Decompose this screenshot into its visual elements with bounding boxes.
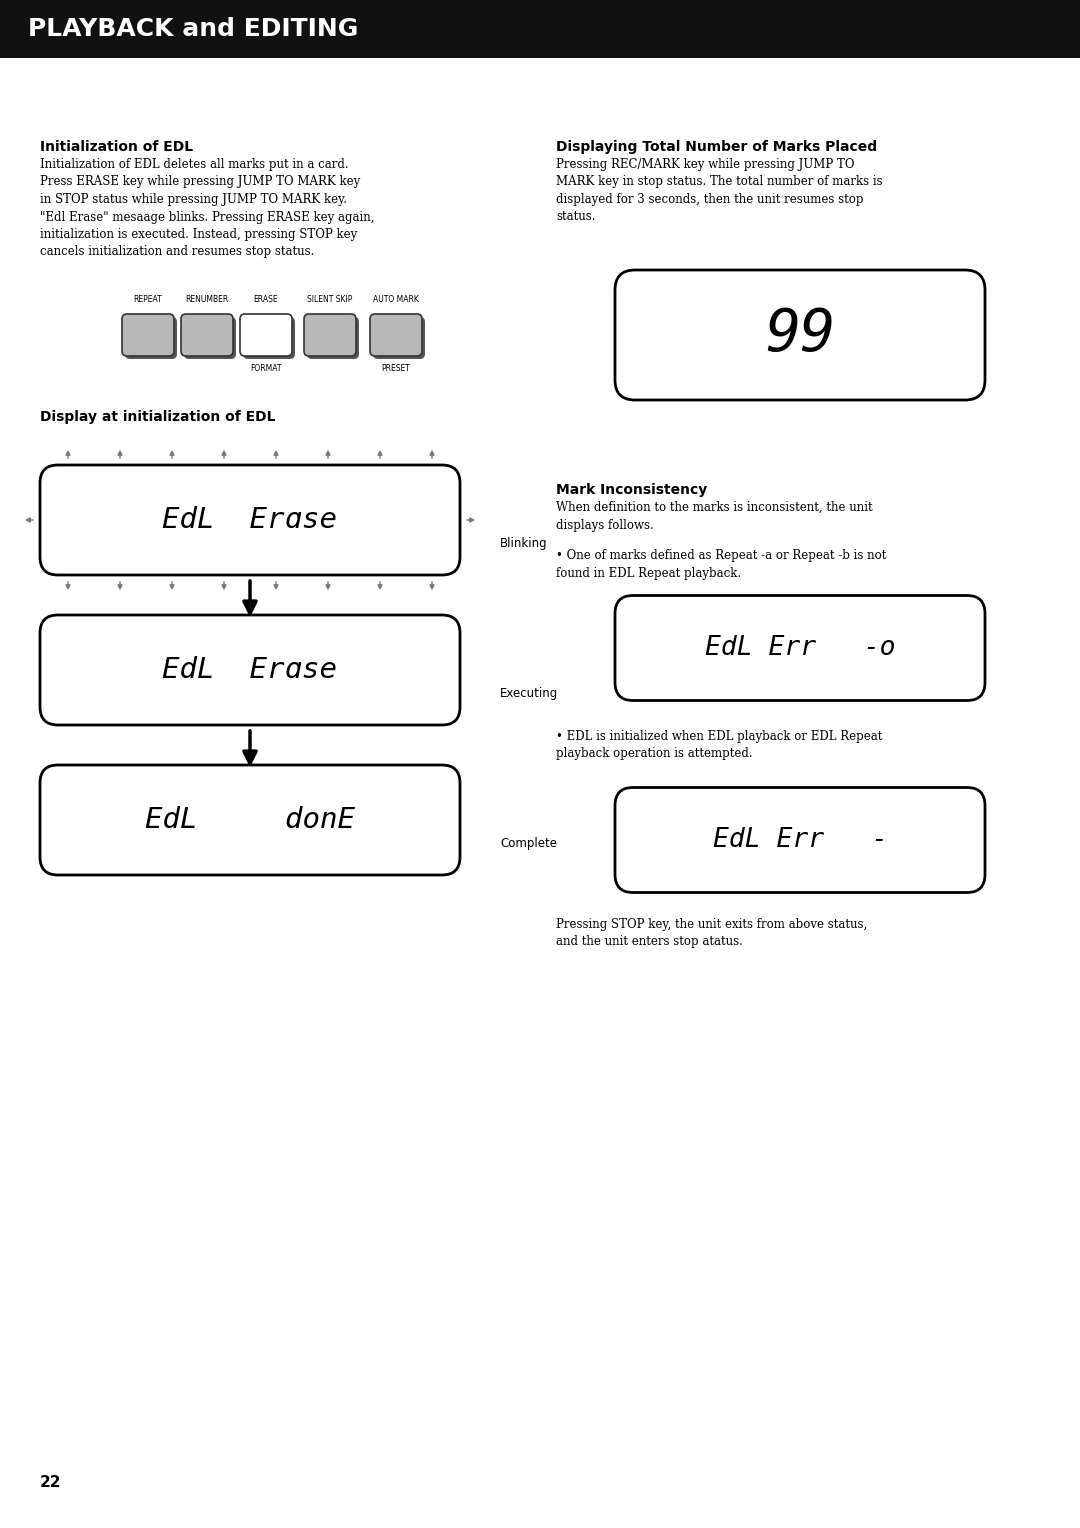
Text: 99: 99	[765, 307, 835, 364]
Text: SILENT SKIP: SILENT SKIP	[308, 295, 353, 304]
Text: PRESET: PRESET	[381, 364, 410, 373]
FancyBboxPatch shape	[615, 787, 985, 892]
FancyBboxPatch shape	[40, 766, 460, 876]
FancyBboxPatch shape	[125, 316, 177, 359]
Text: EdL  Erɑse: EdL Erɑse	[162, 506, 337, 533]
FancyBboxPatch shape	[122, 313, 174, 356]
Text: Pressing STOP key, the unit exits from above status,
and the unit enters stop at: Pressing STOP key, the unit exits from a…	[556, 918, 867, 949]
FancyBboxPatch shape	[615, 596, 985, 700]
FancyBboxPatch shape	[307, 316, 359, 359]
Text: EdL     donЕ: EdL donЕ	[145, 805, 355, 834]
Text: • One of marks defined as Repeat -a or Repeat -b is not
found in EDL Repeat play: • One of marks defined as Repeat -a or R…	[556, 549, 887, 579]
Text: EdL Err   -: EdL Err -	[713, 827, 888, 853]
Text: REPEAT: REPEAT	[134, 295, 162, 304]
Text: 22: 22	[40, 1475, 62, 1490]
FancyBboxPatch shape	[370, 313, 422, 356]
Text: RENUMBER: RENUMBER	[186, 295, 229, 304]
Text: FORMAT: FORMAT	[251, 364, 282, 373]
FancyBboxPatch shape	[0, 0, 1080, 58]
FancyBboxPatch shape	[243, 316, 295, 359]
Text: Displaying Total Number of Marks Placed: Displaying Total Number of Marks Placed	[556, 141, 877, 154]
Text: When definition to the marks is inconsistent, the unit
displays follows.: When definition to the marks is inconsis…	[556, 501, 873, 532]
Text: Complete: Complete	[500, 837, 557, 850]
FancyBboxPatch shape	[373, 316, 426, 359]
Text: • EDL is initialized when EDL playback or EDL Repeat
playback operation is attem: • EDL is initialized when EDL playback o…	[556, 730, 882, 761]
Text: ERASE: ERASE	[254, 295, 279, 304]
Text: Initialization of EDL: Initialization of EDL	[40, 141, 193, 154]
FancyBboxPatch shape	[181, 313, 233, 356]
Text: Mark Inconsistency: Mark Inconsistency	[556, 483, 707, 497]
Text: Pressing REC/MARK key while pressing JUMP TO
MARK key in stop status. The total : Pressing REC/MARK key while pressing JUM…	[556, 157, 882, 223]
FancyBboxPatch shape	[184, 316, 237, 359]
Text: EdL  Erɑse: EdL Erɑse	[162, 656, 337, 685]
FancyBboxPatch shape	[615, 270, 985, 400]
Text: Display at initialization of EDL: Display at initialization of EDL	[40, 410, 275, 423]
Text: AUTO MARK: AUTO MARK	[373, 295, 419, 304]
FancyBboxPatch shape	[240, 313, 292, 356]
Text: PLAYBACK and EDITING: PLAYBACK and EDITING	[28, 17, 359, 41]
FancyBboxPatch shape	[40, 614, 460, 724]
Text: Blinking: Blinking	[500, 536, 548, 550]
FancyBboxPatch shape	[40, 465, 460, 575]
Text: Executing: Executing	[500, 688, 558, 700]
FancyBboxPatch shape	[303, 313, 356, 356]
Text: Initialization of EDL deletes all marks put in a card.
Press ERASE key while pre: Initialization of EDL deletes all marks …	[40, 157, 375, 258]
Text: EdL Err   -o: EdL Err -o	[705, 636, 895, 662]
